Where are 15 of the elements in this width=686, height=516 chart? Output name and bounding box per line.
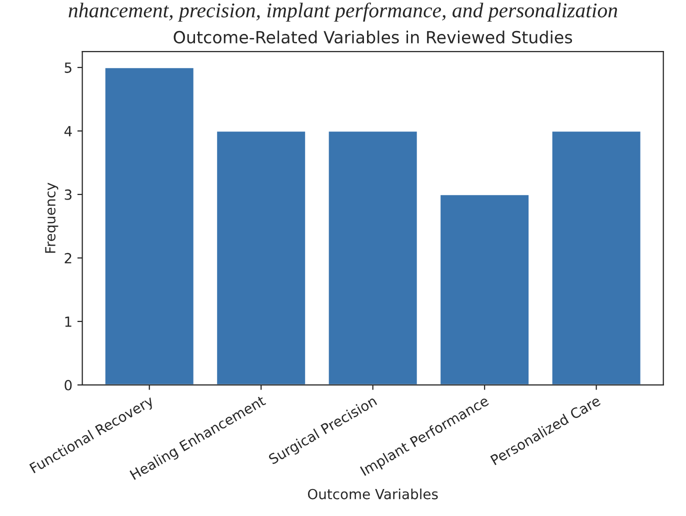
- bar: [439, 194, 530, 385]
- bar: [550, 130, 642, 385]
- y-tick-label: 2: [64, 252, 72, 264]
- y-axis-title: Frequency: [45, 182, 58, 253]
- y-tick-label: 1: [65, 316, 72, 327]
- y-tick-label: 4: [64, 126, 72, 136]
- bar: [216, 130, 306, 385]
- bar: [327, 130, 418, 385]
- y-tick-label: 0: [64, 380, 72, 390]
- x-axis-title: Outcome Variables: [308, 488, 438, 500]
- chart-title: Outcome-Related Variables in Reviewed Studies: [174, 30, 572, 44]
- text: nhancement, precision, implant performance, and personalization: [68, 2, 618, 22]
- bar: [104, 66, 195, 385]
- y-tick-label: 5: [64, 62, 72, 73]
- y-tick-label: 3: [64, 189, 72, 200]
